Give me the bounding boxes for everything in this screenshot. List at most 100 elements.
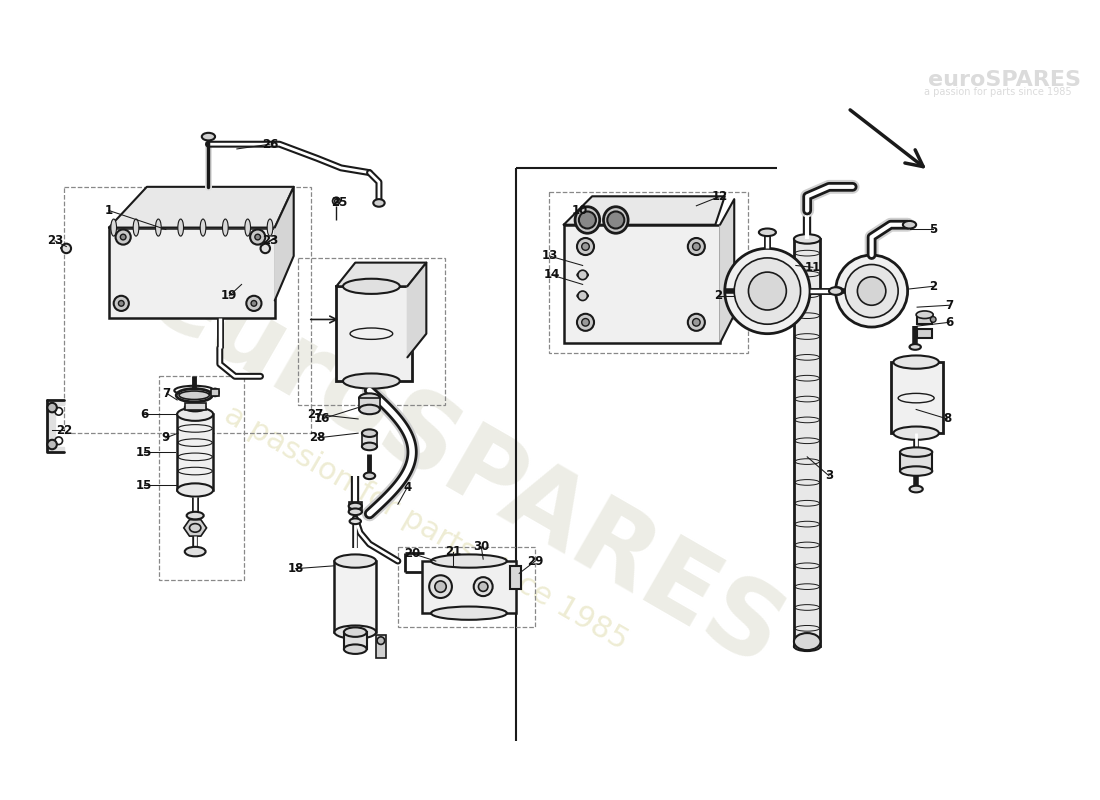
Bar: [65, 187, 311, 433]
Text: 12: 12: [712, 190, 728, 203]
Text: 11: 11: [805, 261, 821, 274]
Ellipse shape: [759, 229, 775, 236]
Text: 10: 10: [572, 204, 587, 217]
Ellipse shape: [359, 394, 380, 403]
Ellipse shape: [578, 293, 588, 298]
Polygon shape: [337, 262, 427, 286]
Bar: [891, 362, 943, 433]
Circle shape: [857, 277, 886, 306]
Circle shape: [246, 296, 262, 311]
Ellipse shape: [373, 199, 385, 206]
Ellipse shape: [344, 645, 366, 654]
Circle shape: [113, 296, 129, 311]
Ellipse shape: [893, 355, 939, 369]
Circle shape: [582, 318, 590, 326]
Text: 29: 29: [527, 554, 543, 567]
Text: 30: 30: [473, 540, 490, 554]
Circle shape: [116, 230, 131, 245]
Ellipse shape: [133, 219, 139, 236]
Ellipse shape: [176, 389, 212, 402]
Circle shape: [693, 242, 700, 250]
Polygon shape: [720, 199, 734, 343]
Circle shape: [748, 272, 786, 310]
Text: 27: 27: [307, 408, 323, 421]
Text: 1: 1: [104, 204, 113, 217]
Bar: [563, 225, 720, 343]
Ellipse shape: [900, 466, 933, 476]
Circle shape: [377, 637, 385, 645]
Circle shape: [47, 440, 57, 450]
Ellipse shape: [178, 219, 184, 236]
Text: 22: 22: [56, 424, 73, 437]
Text: 28: 28: [309, 431, 326, 444]
Ellipse shape: [177, 483, 213, 497]
Ellipse shape: [578, 272, 588, 278]
Text: 14: 14: [543, 269, 560, 282]
Circle shape: [688, 238, 705, 255]
Ellipse shape: [903, 221, 916, 229]
Circle shape: [250, 230, 265, 245]
Circle shape: [120, 234, 127, 240]
Polygon shape: [47, 400, 65, 452]
Ellipse shape: [201, 133, 216, 141]
Ellipse shape: [900, 447, 933, 457]
Ellipse shape: [245, 219, 251, 236]
Ellipse shape: [222, 219, 228, 236]
Ellipse shape: [893, 426, 939, 440]
Ellipse shape: [334, 554, 376, 568]
Circle shape: [578, 238, 594, 255]
Bar: [349, 502, 362, 512]
Circle shape: [693, 318, 700, 326]
Circle shape: [578, 270, 587, 280]
Ellipse shape: [267, 219, 273, 236]
Bar: [794, 239, 821, 646]
Bar: [362, 433, 377, 446]
Circle shape: [607, 211, 625, 229]
Ellipse shape: [910, 486, 923, 492]
Ellipse shape: [431, 554, 507, 568]
Circle shape: [582, 242, 590, 250]
Text: 7: 7: [945, 298, 954, 312]
Circle shape: [434, 581, 447, 592]
Circle shape: [334, 199, 338, 203]
Circle shape: [119, 301, 124, 306]
Ellipse shape: [829, 287, 843, 295]
Ellipse shape: [189, 524, 201, 532]
Ellipse shape: [185, 547, 206, 556]
Ellipse shape: [359, 405, 380, 414]
Circle shape: [845, 265, 898, 318]
Circle shape: [429, 575, 452, 598]
Bar: [298, 258, 446, 405]
Bar: [337, 286, 412, 381]
Ellipse shape: [349, 502, 362, 510]
Circle shape: [261, 244, 270, 253]
Text: 23: 23: [262, 234, 278, 247]
Circle shape: [251, 301, 256, 306]
Bar: [160, 376, 244, 580]
Ellipse shape: [604, 206, 628, 234]
Text: 6: 6: [140, 408, 148, 421]
Text: 21: 21: [444, 545, 461, 558]
Text: 25: 25: [331, 197, 348, 210]
Ellipse shape: [794, 642, 821, 651]
Text: euroSPARES: euroSPARES: [129, 243, 800, 689]
Ellipse shape: [362, 430, 377, 437]
Circle shape: [734, 258, 801, 324]
Text: 16: 16: [314, 413, 330, 426]
Text: 7: 7: [163, 387, 170, 400]
Ellipse shape: [794, 234, 821, 244]
Text: 8: 8: [944, 413, 952, 426]
Text: 20: 20: [404, 547, 420, 560]
Ellipse shape: [334, 626, 376, 638]
Ellipse shape: [111, 219, 117, 236]
Ellipse shape: [155, 219, 162, 236]
Circle shape: [836, 255, 908, 327]
Ellipse shape: [575, 206, 600, 234]
Ellipse shape: [362, 442, 377, 450]
Bar: [334, 561, 376, 632]
Circle shape: [255, 234, 261, 240]
Ellipse shape: [344, 627, 366, 637]
Text: a passion for parts since 1985: a passion for parts since 1985: [219, 400, 634, 656]
Bar: [550, 191, 748, 353]
Text: 3: 3: [825, 470, 833, 482]
